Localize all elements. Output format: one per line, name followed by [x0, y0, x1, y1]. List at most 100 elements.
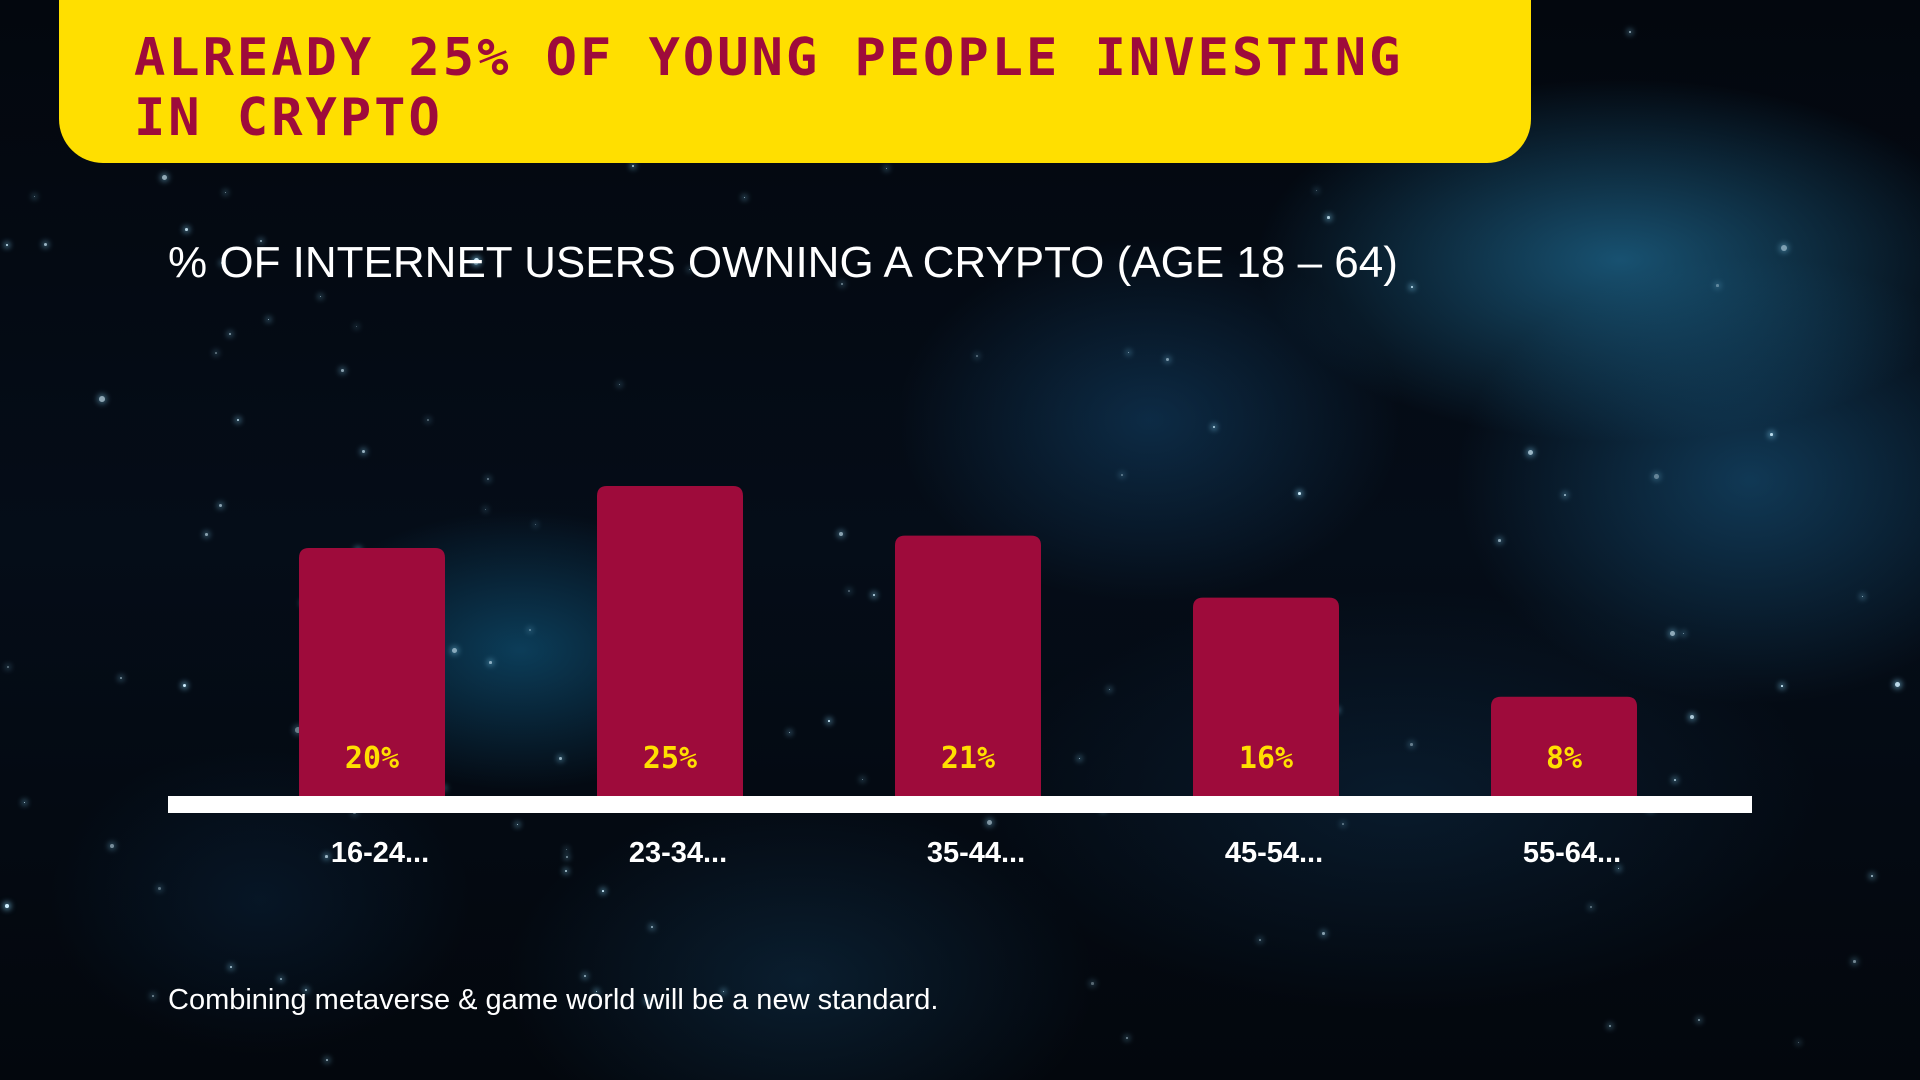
star — [565, 870, 568, 873]
star — [976, 355, 978, 357]
bar-value-label: 20% — [345, 741, 399, 776]
star — [1342, 823, 1344, 825]
star — [110, 844, 115, 849]
star — [162, 175, 168, 181]
star — [1853, 960, 1856, 963]
star — [485, 509, 487, 511]
star — [1781, 245, 1788, 252]
star — [34, 196, 35, 197]
title-banner — [59, 0, 1531, 163]
chart-title: % OF INTERNET USERS OWNING A CRYPTO (AGE… — [168, 238, 1398, 287]
star — [225, 192, 227, 194]
star — [1781, 685, 1783, 687]
star — [1895, 682, 1901, 688]
star — [1528, 450, 1534, 456]
star — [535, 524, 537, 526]
star — [723, 991, 725, 993]
star — [1683, 633, 1685, 635]
star — [596, 991, 598, 993]
bar-4 — [1193, 597, 1339, 796]
star — [320, 296, 322, 298]
star — [1690, 715, 1695, 720]
star — [487, 478, 490, 481]
star — [886, 168, 888, 170]
bar-2 — [597, 486, 743, 796]
star — [295, 727, 301, 733]
star — [1654, 474, 1659, 479]
category-label: 35-44... — [927, 837, 1025, 869]
star — [6, 244, 9, 247]
star — [584, 975, 587, 978]
star — [1126, 1037, 1129, 1040]
star — [237, 419, 240, 422]
star — [229, 333, 232, 336]
star — [529, 629, 532, 632]
star — [5, 904, 9, 908]
category-label: 16-24... — [331, 837, 429, 869]
star — [356, 326, 358, 328]
star — [1618, 868, 1620, 870]
bar-value-label: 16% — [1239, 741, 1293, 776]
star — [1128, 352, 1130, 354]
star — [120, 677, 123, 680]
star — [689, 269, 691, 271]
star — [326, 1059, 328, 1061]
page-title: Already 25% of young people investing in… — [134, 28, 1404, 148]
bar-value-label: 25% — [643, 741, 697, 776]
bar-3 — [895, 535, 1041, 796]
bar-5 — [1491, 696, 1637, 796]
star — [1564, 494, 1566, 496]
star — [230, 966, 232, 968]
star — [744, 197, 746, 199]
star — [1213, 426, 1216, 429]
star — [362, 450, 365, 453]
star — [474, 261, 479, 266]
star — [44, 243, 48, 247]
footnote: Combining metaverse & game world will be… — [168, 984, 939, 1016]
star — [651, 926, 654, 929]
bar-1 — [299, 548, 445, 796]
star — [1411, 286, 1414, 289]
star — [1166, 358, 1169, 361]
star — [221, 262, 224, 265]
star — [841, 283, 843, 285]
star — [1770, 433, 1773, 436]
bar-value-label: 8% — [1546, 741, 1582, 776]
star — [873, 594, 876, 597]
star — [219, 504, 222, 507]
star — [185, 228, 188, 231]
star — [566, 856, 569, 859]
star — [987, 820, 993, 826]
star — [1091, 982, 1094, 985]
star — [646, 1000, 649, 1003]
star — [789, 732, 791, 734]
star — [1121, 474, 1123, 476]
star — [1871, 875, 1873, 877]
star — [215, 352, 217, 354]
star — [489, 661, 492, 664]
star — [619, 384, 621, 386]
star — [1590, 906, 1593, 909]
category-label: 23-34... — [629, 837, 727, 869]
star — [517, 824, 519, 826]
star — [1109, 689, 1111, 691]
star — [1698, 1019, 1701, 1022]
star — [1716, 284, 1719, 287]
star — [1498, 539, 1501, 542]
star — [474, 258, 480, 264]
star — [1298, 492, 1301, 495]
star — [1259, 939, 1261, 941]
star — [152, 995, 154, 997]
star — [828, 720, 830, 722]
bar-value-label: 21% — [941, 741, 995, 776]
star — [452, 648, 457, 653]
star — [325, 855, 328, 858]
star — [280, 978, 283, 981]
star — [848, 590, 850, 592]
star — [305, 989, 307, 991]
star — [205, 533, 208, 536]
star — [1316, 190, 1318, 192]
star — [839, 532, 844, 537]
star — [1079, 758, 1081, 760]
